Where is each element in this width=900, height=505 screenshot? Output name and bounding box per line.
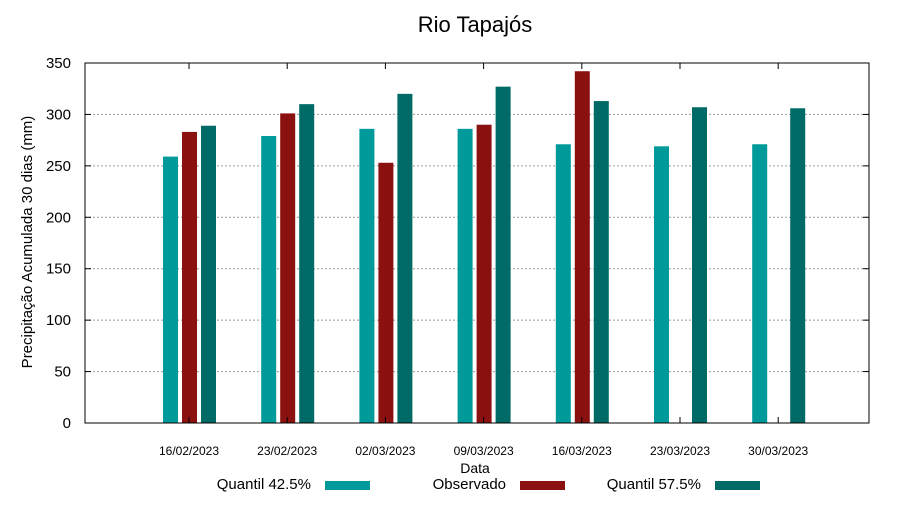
bar xyxy=(397,93,413,423)
bar xyxy=(692,107,707,423)
y-tick-label: 50 xyxy=(54,364,71,381)
x-tick-label: 23/03/2023 xyxy=(650,444,710,458)
bar xyxy=(359,128,375,424)
plot-frame xyxy=(84,62,870,424)
bar xyxy=(574,71,590,423)
legend-label: Quantil 57.5% xyxy=(607,476,701,493)
legend-label: Observado xyxy=(433,476,506,493)
legend-label: Quantil 42.5% xyxy=(217,476,311,493)
legend-swatch xyxy=(715,481,760,490)
y-tick-label: 150 xyxy=(46,261,71,278)
x-tick-label: 09/03/2023 xyxy=(454,444,514,458)
bar xyxy=(201,125,216,423)
y-tick-label: 350 xyxy=(46,55,71,72)
bar xyxy=(261,136,277,423)
bar xyxy=(555,144,571,423)
chart-title: Rio Tapajós xyxy=(418,12,533,37)
bar xyxy=(593,101,609,424)
bar xyxy=(495,86,511,424)
y-axis-label: Precipitação Acumulada 30 dias (mm) xyxy=(19,116,36,369)
y-axis-ticks: 0 50 100 150 200 250 300 350 xyxy=(46,55,869,432)
legend: Quantil 42.5% Observado Quantil 57.5% xyxy=(217,476,760,493)
bar xyxy=(163,156,178,423)
bar xyxy=(182,131,197,423)
y-tick-label: 0 xyxy=(63,415,71,432)
x-axis-ticks: 16/02/2023 23/02/2023 02/03/2023 09/03/2023… xyxy=(159,63,809,458)
y-tick-label: 100 xyxy=(46,312,71,329)
bar xyxy=(752,144,768,423)
legend-swatch xyxy=(520,481,565,490)
x-tick-label: 16/02/2023 xyxy=(159,444,219,458)
bar xyxy=(457,128,473,424)
bar xyxy=(654,146,669,424)
x-axis-label: Data xyxy=(460,460,490,476)
legend-swatch xyxy=(325,481,370,490)
bar xyxy=(476,124,492,423)
x-tick-label: 02/03/2023 xyxy=(355,444,415,458)
bar xyxy=(790,108,806,423)
x-tick-label: 16/03/2023 xyxy=(552,444,612,458)
x-tick-label: 23/02/2023 xyxy=(257,444,317,458)
x-tick-label: 30/03/2023 xyxy=(748,444,808,458)
bar xyxy=(280,113,296,424)
y-tick-label: 300 xyxy=(46,106,71,123)
y-tick-label: 250 xyxy=(46,158,71,175)
bars-group xyxy=(163,71,806,424)
bar xyxy=(299,104,315,424)
bar xyxy=(378,162,394,423)
y-tick-label: 200 xyxy=(46,209,71,226)
